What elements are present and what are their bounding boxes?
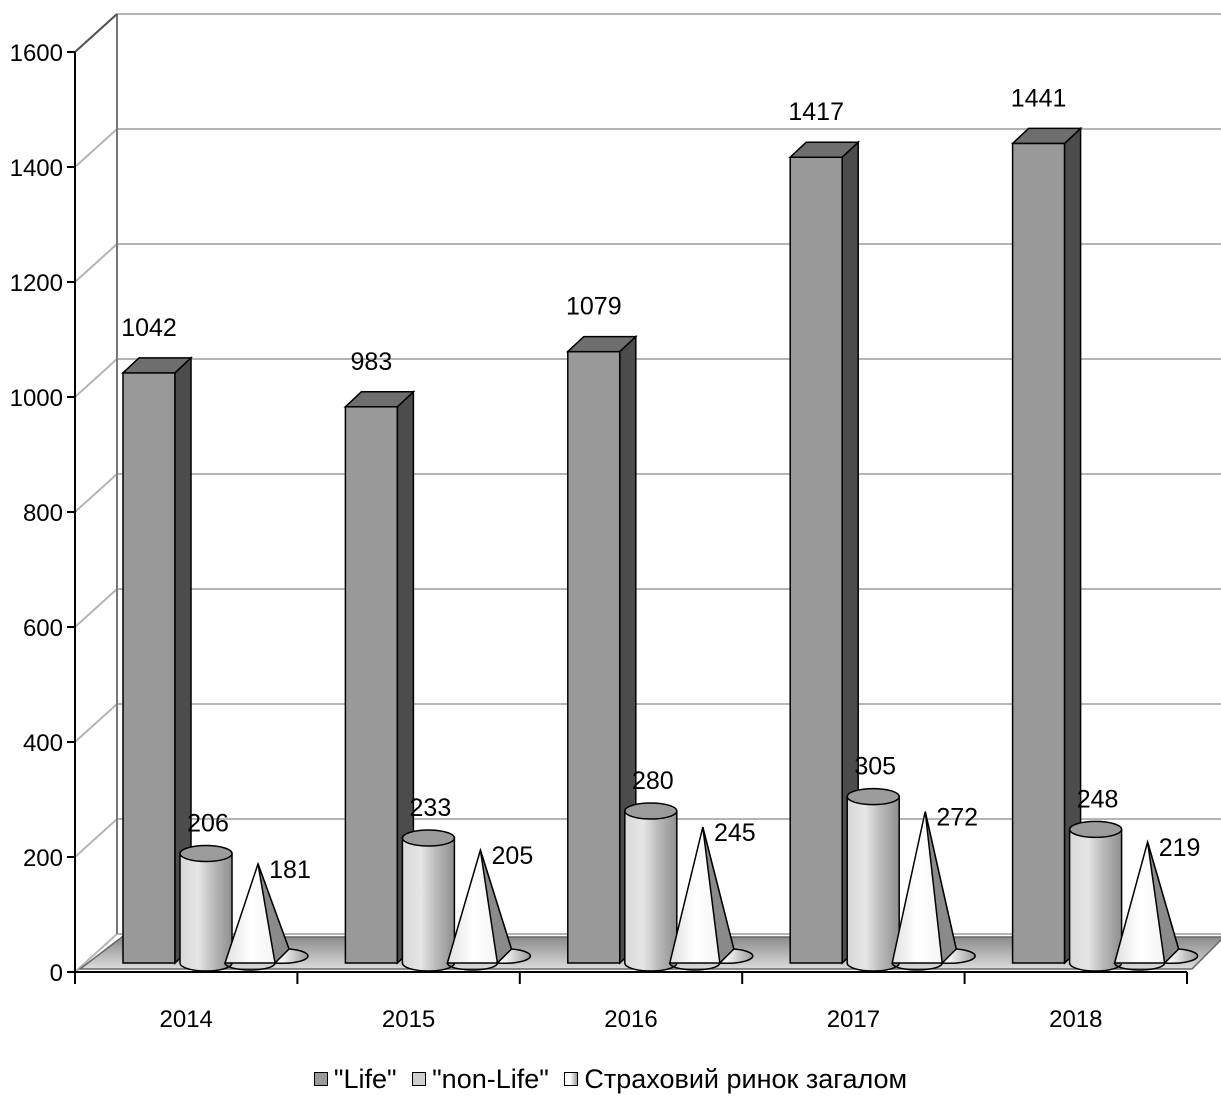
legend-item-total-market: Страховий ринок загалом: [564, 1064, 907, 1095]
legend-label-total-market: Страховий ринок загалом: [584, 1063, 908, 1094]
total-market-bar-side: [702, 826, 735, 965]
life-bar: [343, 390, 416, 965]
life-value-label: 1079: [566, 293, 622, 321]
non-life-bar-body: [846, 795, 900, 972]
gridline-side: [74, 473, 118, 513]
non-life-value-label: 280: [632, 767, 674, 795]
non-life-bar-top: [179, 844, 233, 863]
y-tick-label: 400: [23, 730, 63, 757]
life-bar-top: [565, 335, 638, 353]
legend-label-non-life: "non-Life": [432, 1063, 549, 1094]
y-tick-label: 1400: [10, 155, 63, 182]
gridline-side: [74, 128, 118, 168]
life-bar: [1010, 126, 1083, 965]
total-market-bar-side: [924, 811, 958, 965]
x-tick-label: 2016: [604, 1006, 657, 1033]
total-market-bar-side: [479, 849, 513, 965]
gridline-side: [74, 588, 118, 628]
y-tick-label: 800: [23, 500, 63, 527]
total-market-value-label: 219: [1159, 834, 1201, 862]
legend-swatch-non-life: [412, 1072, 427, 1086]
life-value-label: 1441: [1011, 84, 1067, 112]
legend-item-non-life: "non-Life": [412, 1064, 549, 1095]
legend-swatch-total-market: [564, 1072, 579, 1086]
x-tick-label: 2014: [160, 1006, 213, 1033]
non-life-bar-body: [1068, 828, 1123, 972]
total-market-bar: [446, 847, 532, 971]
total-market-value-label: 245: [714, 819, 756, 847]
gridline-side: [74, 818, 118, 858]
legend-swatch-life: [313, 1072, 328, 1086]
life-value-label: 1042: [121, 314, 177, 342]
total-market-bar-side: [257, 863, 290, 965]
data-labels: 1042 206 181 983 233 205 1079 280 245 1417 305 272 1…: [121, 84, 1201, 884]
legend-item-life: "Life": [313, 1063, 397, 1095]
axes: 0 200 400 600 800 1000 1200 1400 1600 2014 2015 201…: [10, 13, 1188, 1033]
bars: [121, 126, 1199, 972]
total-market-bar: [668, 826, 754, 971]
total-market-bar-base: [669, 962, 721, 971]
total-market-bar-base: [1113, 962, 1166, 971]
gridline-side: [74, 933, 118, 973]
y-tick-label: 1600: [10, 40, 63, 67]
life-bar-front: [122, 372, 176, 964]
non-life-value-label: 206: [187, 810, 229, 838]
total-market-value-label: 181: [269, 856, 311, 884]
non-life-value-label: 233: [410, 794, 452, 822]
non-life-bar: [624, 802, 678, 972]
total-market-value-label: 272: [936, 804, 978, 832]
y-tick-label: 600: [23, 615, 63, 642]
x-tick-label: 2015: [382, 1006, 435, 1033]
non-life-bar-body: [624, 810, 678, 972]
x-tick-label: 2018: [1049, 1006, 1102, 1033]
non-life-bar-top: [1068, 820, 1123, 839]
life-value-label: 1417: [788, 98, 844, 126]
total-market-value-label: 205: [492, 842, 534, 870]
non-life-bar: [846, 787, 900, 972]
gridline-side: [74, 243, 118, 283]
non-life-bar-body: [401, 837, 456, 972]
total-market-bar: [223, 861, 309, 971]
life-bar-front: [567, 350, 621, 964]
y-tick-label: 1200: [10, 270, 63, 297]
life-value-label: 983: [351, 348, 393, 376]
non-life-bar-top: [624, 802, 678, 820]
y-axis-top-edge: [74, 13, 118, 53]
y-tick-label: 0: [50, 960, 63, 987]
non-life-bar-top: [846, 787, 900, 806]
life-bar: [121, 356, 193, 965]
total-market-bar-base: [446, 962, 499, 971]
life-bar-front: [1011, 142, 1066, 964]
gridline-side: [74, 703, 118, 743]
legend-label-life: "Life": [333, 1063, 397, 1094]
non-life-bar-body: [179, 852, 233, 972]
y-tick-label: 200: [23, 845, 63, 872]
non-life-value-label: 305: [854, 753, 896, 781]
y-tick-label: 1000: [10, 385, 63, 412]
x-tick-label: 2017: [827, 1006, 880, 1033]
total-market-bar: [891, 811, 976, 971]
non-life-value-label: 248: [1077, 785, 1119, 813]
life-bar-top: [1010, 127, 1083, 145]
total-market-bar-side: [1146, 841, 1180, 965]
non-life-bar: [1068, 820, 1123, 972]
total-market-bar-base: [224, 962, 276, 971]
bar-chart-3d: 0 200 400 600 800 1000 1200 1400 1600 2014 2015 201…: [10, 13, 1221, 1033]
total-market-bar: [1113, 839, 1199, 971]
life-bar: [788, 140, 861, 965]
life-bar-top: [788, 141, 861, 158]
gridline-side: [74, 358, 118, 398]
non-life-bar: [179, 844, 233, 972]
life-bar-front: [789, 156, 843, 964]
total-market-bar-base: [891, 962, 943, 971]
legend: "Life" "non-Life" Страховий ринок загало…: [0, 1062, 1221, 1095]
life-bar-front: [344, 406, 399, 964]
life-bar-top: [121, 357, 193, 374]
non-life-bar: [401, 829, 456, 972]
life-bar-top: [343, 391, 416, 408]
non-life-bar-top: [401, 829, 456, 847]
